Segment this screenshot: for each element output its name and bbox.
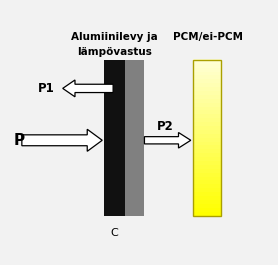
Bar [193, 67, 221, 72]
Bar [193, 161, 221, 165]
Bar [193, 196, 221, 200]
Text: Alumiinilevy ja: Alumiinilevy ja [71, 32, 158, 42]
Bar [193, 59, 221, 64]
Bar [193, 184, 221, 188]
Text: P: P [14, 133, 25, 148]
Bar [193, 157, 221, 161]
Bar [193, 172, 221, 176]
Bar [193, 145, 221, 149]
Polygon shape [22, 129, 102, 151]
Bar [193, 129, 221, 134]
Bar [193, 90, 221, 95]
Bar [193, 110, 221, 114]
Bar [193, 176, 221, 180]
Bar [193, 122, 221, 126]
Bar [193, 133, 221, 138]
Bar [193, 168, 221, 173]
Bar [193, 118, 221, 122]
Text: C: C [111, 228, 118, 239]
Bar [193, 106, 221, 111]
Bar [193, 75, 221, 79]
Bar [193, 87, 221, 91]
Bar [193, 153, 221, 157]
Bar [193, 60, 221, 215]
Bar [193, 141, 221, 145]
Bar [193, 102, 221, 107]
Text: lämpövastus: lämpövastus [77, 47, 152, 57]
Bar [193, 192, 221, 196]
Bar [193, 63, 221, 68]
Bar [193, 94, 221, 99]
Bar [125, 60, 145, 215]
Bar [193, 83, 221, 87]
Bar [193, 137, 221, 142]
Bar [193, 126, 221, 130]
Text: P2: P2 [157, 120, 173, 132]
Polygon shape [63, 80, 113, 97]
Bar [193, 79, 221, 83]
Bar [193, 71, 221, 76]
Bar [193, 211, 221, 215]
Bar [193, 164, 221, 169]
Bar [193, 188, 221, 192]
Bar [104, 60, 125, 215]
Bar [193, 203, 221, 208]
Bar [193, 207, 221, 212]
Bar [193, 149, 221, 153]
Bar [193, 200, 221, 204]
Bar [193, 114, 221, 118]
Bar [193, 98, 221, 103]
Text: P1: P1 [38, 82, 55, 95]
Bar [193, 180, 221, 184]
Polygon shape [145, 132, 191, 148]
Text: PCM/ei-PCM: PCM/ei-PCM [173, 32, 244, 42]
